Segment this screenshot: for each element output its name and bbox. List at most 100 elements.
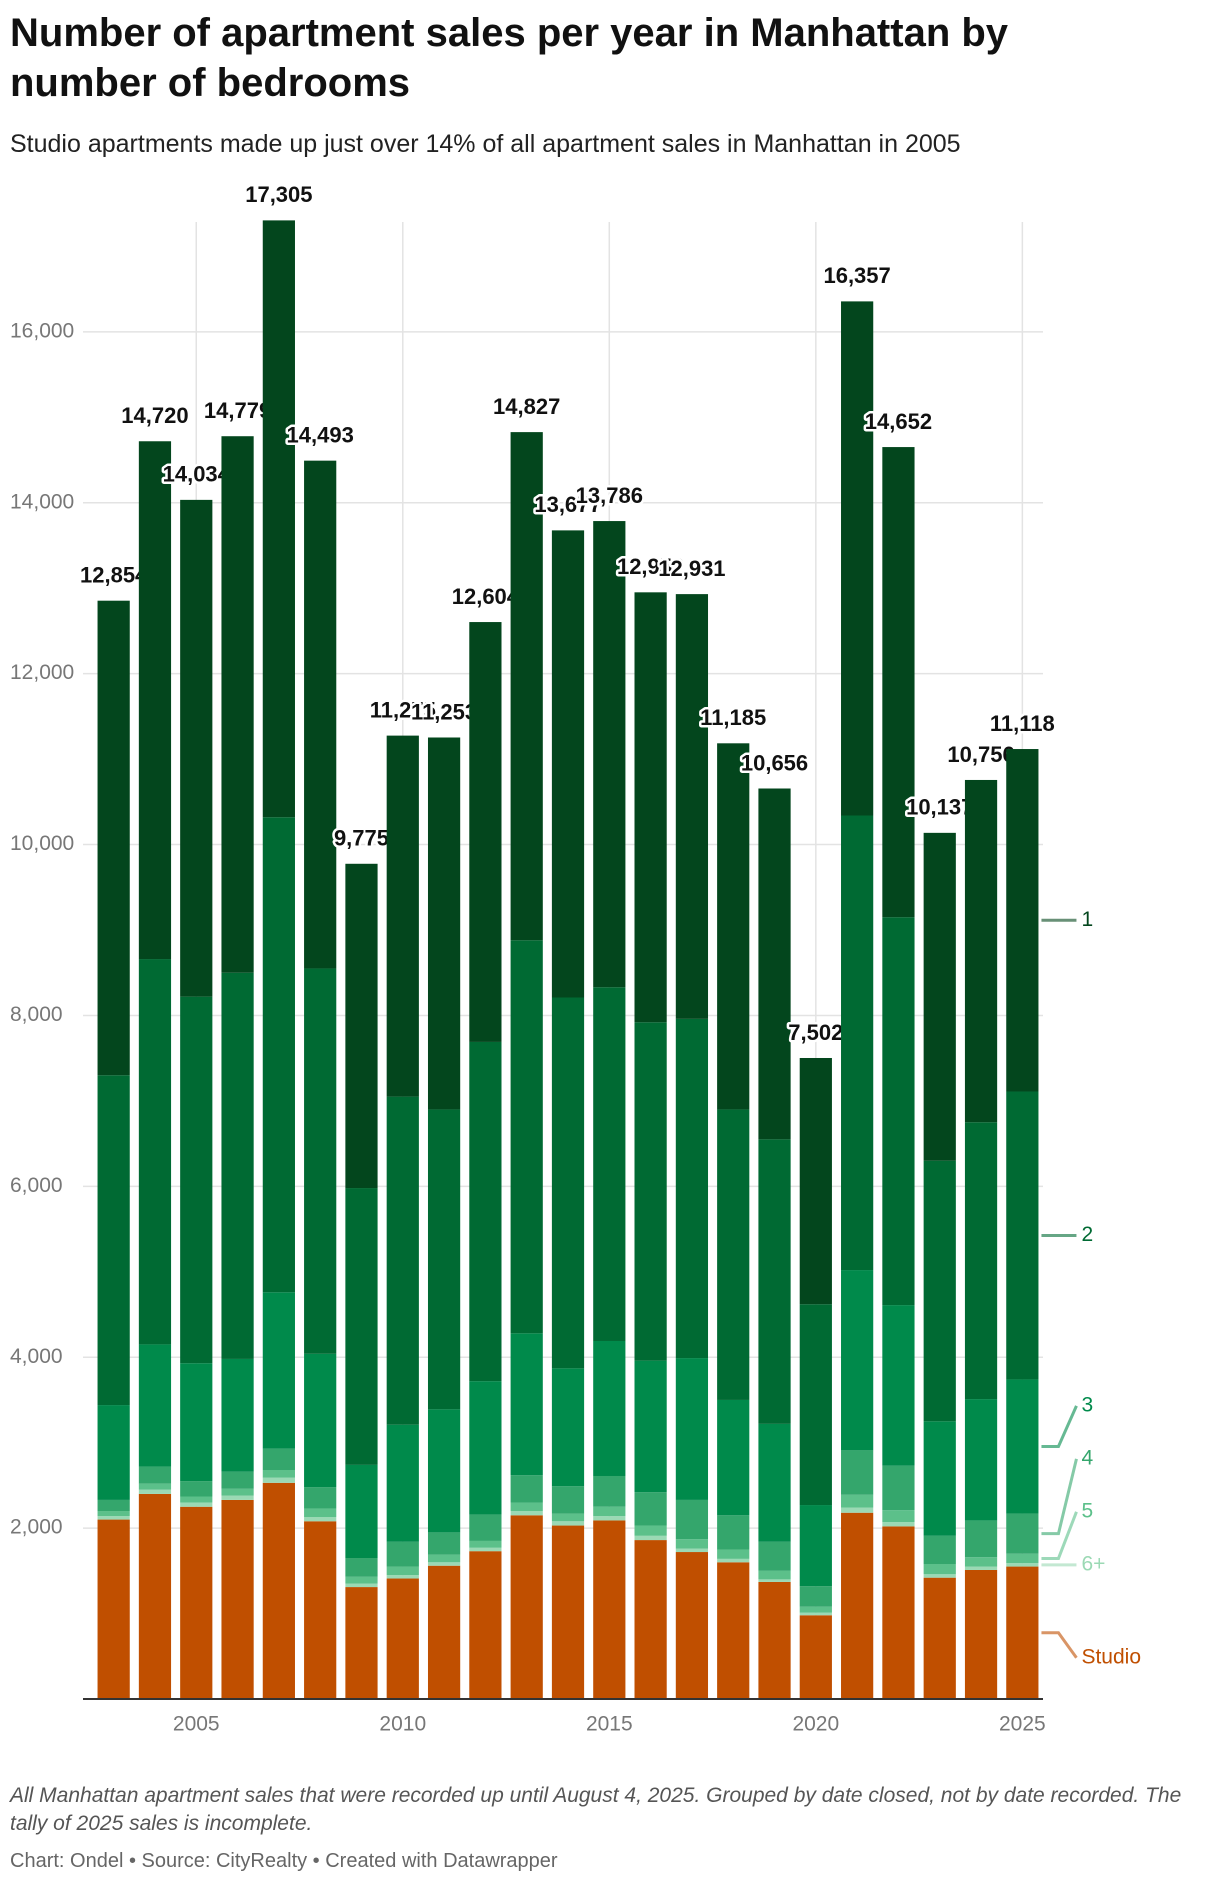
bar-segment bbox=[304, 1508, 337, 1518]
bar-segment bbox=[180, 499, 213, 997]
bar-segment bbox=[717, 1562, 750, 1699]
bar-segment bbox=[758, 788, 791, 1140]
y-tick-label: 4,000 bbox=[10, 1345, 63, 1368]
bar-segment bbox=[345, 1583, 378, 1588]
series-label: 5 bbox=[1081, 1499, 1093, 1522]
bar-segment bbox=[923, 832, 956, 1161]
bar-segment bbox=[758, 1139, 791, 1424]
bar-segment bbox=[551, 1486, 585, 1514]
total-label: 10,756 bbox=[947, 742, 1014, 767]
bar-segment bbox=[262, 1470, 295, 1478]
bar-segment bbox=[882, 1465, 915, 1511]
x-tick-label: 2020 bbox=[792, 1713, 839, 1736]
bar-segment bbox=[634, 1535, 667, 1541]
bar-segment bbox=[799, 1612, 832, 1616]
y-tick-label: 10,000 bbox=[10, 832, 74, 855]
total-label: 12,854 bbox=[80, 563, 148, 588]
bar-segment bbox=[551, 1513, 585, 1522]
bar-segment bbox=[180, 1481, 213, 1497]
total-label: 14,720 bbox=[121, 403, 188, 428]
bar-segment bbox=[469, 622, 502, 1042]
bar-segment bbox=[1006, 1566, 1039, 1699]
y-tick-label: 2,000 bbox=[10, 1516, 63, 1539]
bar-segment bbox=[345, 1188, 378, 1465]
bar-segment bbox=[304, 1353, 337, 1488]
series-label: 4 bbox=[1081, 1446, 1093, 1469]
bar-segment bbox=[882, 917, 915, 1306]
bar-segment bbox=[923, 1577, 956, 1699]
x-tick-label: 2025 bbox=[999, 1713, 1046, 1736]
bar-segment bbox=[841, 301, 874, 816]
bar-segment bbox=[97, 600, 130, 1076]
bar-segment bbox=[634, 1022, 667, 1361]
total-label: 10,656 bbox=[741, 750, 808, 775]
bar-segment bbox=[593, 1506, 626, 1517]
bar-segment bbox=[841, 1494, 874, 1508]
credit: Chart: Ondel • Source: CityRealty • Crea… bbox=[10, 1850, 558, 1872]
bar-segment bbox=[304, 460, 337, 969]
bar-segment bbox=[262, 1477, 295, 1483]
bar-segment bbox=[964, 1122, 998, 1400]
bar-segment bbox=[593, 987, 626, 1341]
bar-segment bbox=[841, 1512, 874, 1699]
bar-segment bbox=[386, 1541, 419, 1567]
bar-segment bbox=[841, 1507, 874, 1513]
bar-segment bbox=[882, 1526, 915, 1699]
bar-segment bbox=[386, 1424, 419, 1542]
bar-segment bbox=[593, 1520, 626, 1699]
bar-segment bbox=[675, 1539, 709, 1549]
bar-segment bbox=[551, 1521, 585, 1526]
bar-segment bbox=[799, 1505, 832, 1587]
bar-segment bbox=[221, 1471, 254, 1489]
bar-segment bbox=[386, 735, 419, 1097]
bar-segment bbox=[138, 959, 172, 1345]
bar-segment bbox=[180, 1363, 213, 1482]
label-leader bbox=[1041, 1631, 1078, 1659]
bar-segment bbox=[427, 737, 461, 1110]
bar-segment bbox=[427, 1565, 461, 1699]
bar-segment bbox=[304, 1487, 337, 1509]
bar-segment bbox=[675, 1358, 709, 1500]
bar-segment bbox=[427, 1109, 461, 1410]
bar-segment bbox=[427, 1532, 461, 1555]
series-label: Studio bbox=[1081, 1645, 1141, 1668]
bar-segment bbox=[841, 1270, 874, 1451]
bar-segment bbox=[758, 1581, 791, 1699]
bar-segment bbox=[97, 1405, 130, 1500]
bar-segment bbox=[469, 1381, 502, 1515]
bar-segment bbox=[97, 1511, 130, 1517]
bar-segment bbox=[799, 1606, 832, 1613]
bar-segment bbox=[882, 1305, 915, 1466]
label-leader bbox=[1041, 1511, 1078, 1560]
bar-segment bbox=[841, 815, 874, 1271]
total-label: 13,677 bbox=[534, 492, 601, 517]
bar-segment bbox=[386, 1096, 419, 1425]
footnote: All Manhattan apartment sales that were … bbox=[10, 1784, 1182, 1835]
bar-segment bbox=[510, 1511, 543, 1516]
bar-segment bbox=[634, 1525, 667, 1536]
bar-segment bbox=[758, 1579, 791, 1582]
bar-segment bbox=[841, 1450, 874, 1495]
bar-segment bbox=[304, 1517, 337, 1522]
bar-segment bbox=[180, 1502, 213, 1507]
bar-segment bbox=[799, 1057, 832, 1305]
bar-segment bbox=[1006, 1513, 1039, 1554]
bar-segment bbox=[758, 1570, 791, 1580]
bar-segment bbox=[675, 1552, 709, 1699]
bar-segment bbox=[345, 1558, 378, 1577]
y-tick-label: 12,000 bbox=[10, 661, 74, 684]
bar-segment bbox=[138, 1466, 172, 1484]
bar-segment bbox=[758, 1423, 791, 1542]
chart-subtitle: Studio apartments made up just over 14% … bbox=[10, 130, 961, 158]
bar-segment bbox=[221, 1488, 254, 1496]
bar-segment bbox=[593, 1475, 626, 1507]
bar-segment bbox=[180, 996, 213, 1364]
series-label: 6+ bbox=[1081, 1552, 1105, 1575]
series-label: 3 bbox=[1081, 1393, 1093, 1416]
bar-segment bbox=[304, 1521, 337, 1699]
bar-segment bbox=[138, 1483, 172, 1490]
bar-segment bbox=[469, 1551, 502, 1699]
bar-segment bbox=[138, 1344, 172, 1467]
bar-segment bbox=[221, 1495, 254, 1500]
